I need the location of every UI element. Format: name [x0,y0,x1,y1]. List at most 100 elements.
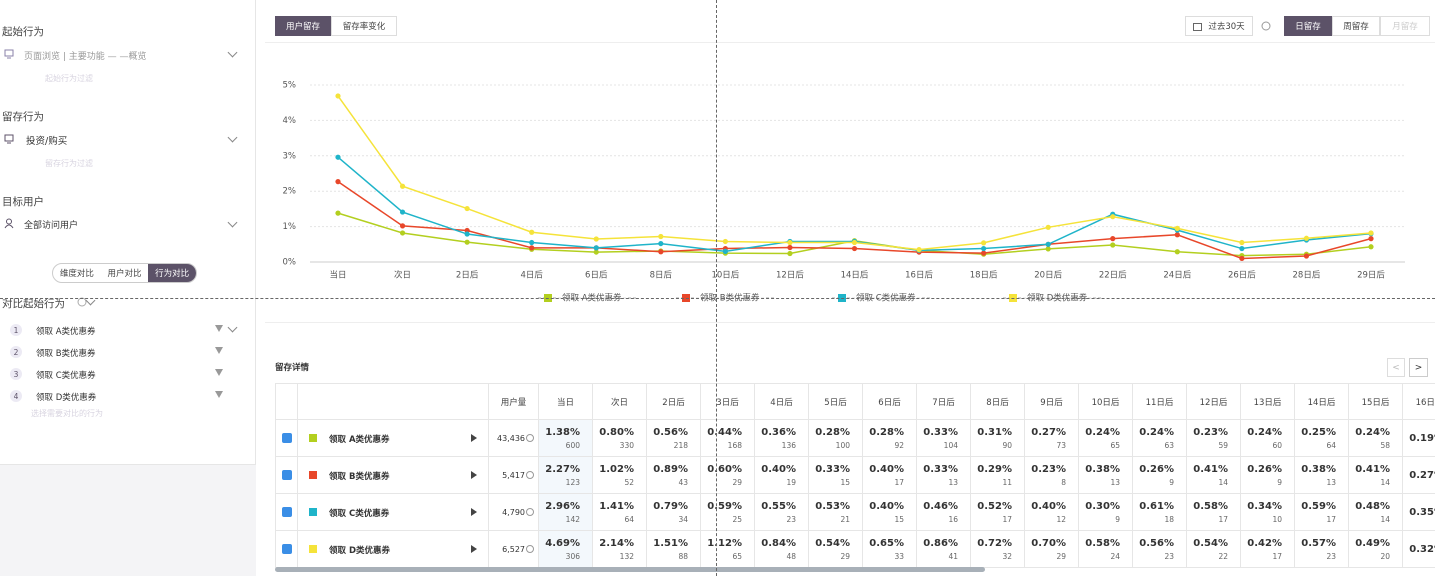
x-tick-label: 29日后 [1357,270,1385,281]
retention-count: 24 [1110,551,1120,561]
prev-page[interactable]: < [1387,358,1405,377]
retention-cell: 0.33% 13 [916,456,971,494]
header-cell: 6日后 [862,383,917,420]
compare-action[interactable]: 领取 B类优惠券 [36,349,96,359]
retention-cell: 0.41% 14 [1348,456,1403,494]
retention-rate: 0.27% [1409,469,1435,481]
retention-count: 9 [1169,477,1174,487]
filter-icon[interactable] [215,347,223,354]
help-icon[interactable] [526,545,534,553]
tab-active[interactable]: 日留存 [1284,16,1332,36]
retention-count: 65 [732,551,742,561]
next-page[interactable]: > [1409,358,1428,377]
header-cell: 9日后 [1024,383,1079,420]
data-point [1239,255,1245,262]
tab-active[interactable]: 行为对比 [148,264,196,282]
retention-table: 用户量 当日 次日 2日后 3日后 4日后 5日后 6日后 7日后 8日后 9日后 10日后 11日后 1… [275,383,1435,568]
dropdown-arrow[interactable] [85,295,96,306]
expand-arrow[interactable] [471,471,477,479]
checkbox[interactable] [281,469,292,480]
header-cell: 10日后 [1078,383,1133,420]
retention-cell: 0.84% 48 [754,530,809,568]
target-users[interactable]: 全部访问用户 [24,221,79,231]
data-point [593,249,599,255]
data-point [1174,249,1180,255]
retention-rate: 0.33% [923,463,958,475]
expand-arrow[interactable] [471,434,477,442]
legend-item[interactable]: 领取 C类优惠券 [832,292,932,304]
compare-action[interactable]: 领取 C类优惠券 [36,371,96,381]
filter-link[interactable]: 起始行为过滤 [45,74,93,83]
filter-icon[interactable] [215,325,223,332]
tab[interactable]: 周留存 [1332,16,1380,36]
row-name: 领取 D类优惠券 [329,546,391,556]
help-icon[interactable] [77,297,87,307]
section-title: 留存行为 [2,111,44,123]
retention-count: 48 [786,551,796,561]
dropdown-arrow[interactable] [227,47,238,58]
filter-link[interactable]: 留存行为过滤 [45,159,93,168]
tab-active[interactable]: 用户留存 [275,16,331,36]
help-icon[interactable] [526,434,534,442]
tab[interactable]: 维度对比 [59,269,94,279]
expand-arrow[interactable] [471,545,477,553]
tab[interactable]: 用户对比 [107,269,142,279]
divider [265,42,1435,43]
checkbox[interactable] [281,543,292,554]
expand-arrow[interactable] [471,508,477,516]
retention-count: 22 [1218,551,1228,561]
retention-cell: 0.61% 18 [1132,493,1187,531]
help-icon[interactable] [1261,21,1271,31]
header-cell: 4日后 [754,383,809,420]
retention-action[interactable]: 投资/购买 [26,136,68,147]
x-tick-label: 8日后 [650,270,673,281]
sidebar: 起始行为 页面浏览 | 主要功能 — —概览 起始行为过滤 留存行为 投资/购买… [0,0,256,465]
retention-count: 14 [1218,477,1228,487]
checkbox[interactable] [281,432,292,443]
retention-count: 43 [678,477,688,487]
retention-count: 59 [1218,440,1228,450]
scrollbar[interactable] [275,567,985,572]
help-icon[interactable] [526,508,534,516]
date-button[interactable]: 过去30天 [1185,16,1253,36]
filter-icon[interactable] [215,369,223,376]
header-cell: 5日后 [808,383,863,420]
data-point [658,233,664,240]
retention-cell: 0.38% 13 [1078,456,1133,494]
add-action[interactable]: 选择需要对比的行为 [31,409,103,418]
legend-item[interactable]: 领取 D类优惠券 [1003,292,1103,304]
data-point [658,249,664,255]
header-cell: 次日 [592,383,647,420]
start-action[interactable]: 页面浏览 | 主要功能 — —概览 [24,52,147,62]
retention-cell: 0.40% 15 [862,493,917,531]
help-icon[interactable] [526,471,534,479]
compare-action[interactable]: 领取 D类优惠券 [36,393,97,403]
legend-item[interactable]: 领取 B类优惠券 [676,292,776,304]
section-title: 起始行为 [2,26,44,38]
retention-count: 100 [835,440,850,450]
x-tick-label: 22日后 [1099,270,1127,281]
filter-icon[interactable] [215,391,223,398]
x-tick-label: 次日 [394,270,411,281]
retention-cell: 0.33% 15 [808,456,863,494]
compare-action[interactable]: 领取 A类优惠券 [36,327,96,337]
retention-count: 306 [565,551,580,561]
retention-rate: 0.25% [1301,426,1336,438]
tab[interactable]: 留存率变化 [331,16,397,36]
dropdown-arrow[interactable] [227,132,238,143]
retention-rate: 0.86% [923,537,958,549]
series-color [309,508,317,516]
date-picker[interactable]: 过去30天 [1185,16,1253,36]
legend-item[interactable]: 领取 A类优惠券 [538,292,638,304]
retention-rate: 0.24% [1247,426,1282,438]
retention-rate: 1.02% [599,463,634,475]
row-name: 领取 B类优惠券 [329,472,390,482]
dropdown-arrow[interactable] [227,217,238,228]
retention-count: 58 [1380,440,1390,450]
checkbox[interactable] [281,506,292,517]
data-point [1239,239,1245,246]
header-cell: 当日 [538,383,593,420]
y-tick-label: 5% [283,81,297,91]
header-row: 用户量 当日 次日 2日后 3日后 4日后 5日后 6日后 7日后 8日后 9日后 10日后 11日后 1… [275,383,1435,420]
dropdown-arrow[interactable] [227,322,238,333]
